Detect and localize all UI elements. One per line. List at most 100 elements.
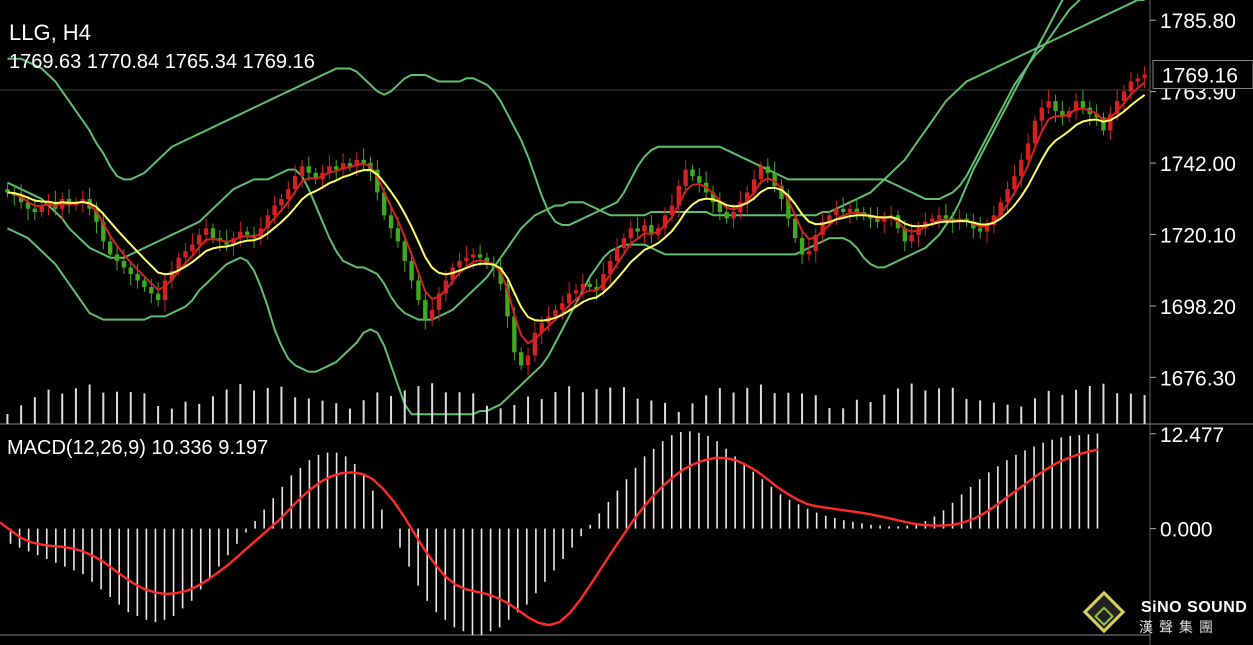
candle-body <box>1005 189 1010 203</box>
candle-body <box>457 260 462 268</box>
candle-body <box>710 192 716 203</box>
sino-sound-logo: SiNO SOUND 漢聲集團 <box>1082 590 1249 639</box>
candle-body <box>512 316 517 353</box>
candle-body <box>176 257 181 271</box>
candle-body <box>498 267 503 284</box>
candle-body <box>765 166 771 173</box>
candle-body <box>464 257 469 261</box>
candle-body <box>847 208 853 212</box>
candle-body <box>601 273 606 291</box>
y-tick-label: 1720.10 <box>1160 225 1236 248</box>
candle-body <box>587 283 592 288</box>
macd-y-tick-label: 12.477 <box>1160 424 1224 447</box>
candle-body <box>1046 101 1051 108</box>
candle-body <box>190 244 195 252</box>
candle-body <box>731 212 736 219</box>
candle-body <box>313 172 318 180</box>
candle-body <box>834 208 839 216</box>
candle-body <box>635 228 640 232</box>
candle-body <box>416 280 421 301</box>
macd-signal-line <box>0 448 1099 627</box>
candle-body <box>676 185 681 206</box>
candle-body <box>114 254 120 261</box>
candle-body <box>101 221 106 242</box>
candle-body <box>340 163 346 170</box>
candle-body <box>1142 74 1147 79</box>
candle-body <box>107 241 113 255</box>
candle-body <box>991 215 997 226</box>
candle-body <box>25 202 31 209</box>
candle-body <box>594 287 599 291</box>
candle-body <box>553 309 558 317</box>
candle-body <box>18 195 24 203</box>
candle-body <box>265 215 270 229</box>
ohlc-values: 1769.63 1770.84 1765.34 1769.16 <box>9 51 315 73</box>
candle-body <box>203 228 209 235</box>
candle-body <box>745 192 750 203</box>
candle-body <box>471 254 476 258</box>
candle-body <box>1101 117 1106 131</box>
candle-body <box>375 169 380 193</box>
candle-body <box>786 198 791 219</box>
candle-body <box>32 208 38 212</box>
candle-body <box>608 260 613 274</box>
candle-body <box>94 208 99 222</box>
candle-body <box>560 303 565 310</box>
candle-body <box>690 169 695 177</box>
candle-body <box>621 238 627 248</box>
candle-body <box>1012 176 1017 190</box>
candle-body <box>779 185 784 199</box>
candle-body <box>1032 120 1038 144</box>
candle-body <box>142 280 147 288</box>
bollinger-upper-line <box>7 0 1081 226</box>
candle-body <box>827 215 832 222</box>
candle-body <box>649 225 654 235</box>
candle-body <box>128 267 133 274</box>
last-price-box <box>1152 59 1253 89</box>
macd-y-tick-label: 0.000 <box>1160 519 1213 542</box>
candle-body <box>793 218 798 239</box>
candle-body <box>1114 101 1120 115</box>
candle-body <box>614 247 620 261</box>
candle-body <box>943 215 949 219</box>
logo-diamond-icon <box>1082 590 1126 634</box>
candle-body <box>395 228 401 242</box>
logo-subtitle: 漢聲集團 <box>1139 620 1219 636</box>
candle-body <box>539 322 544 333</box>
candle-body <box>1108 114 1113 131</box>
logo-name: SiNO SOUND <box>1141 599 1248 616</box>
candle-body <box>1094 114 1099 118</box>
candle-body <box>1025 143 1031 160</box>
candle-body <box>977 228 983 232</box>
candle-body <box>1135 78 1140 82</box>
candle-body <box>573 290 579 294</box>
candle-body <box>183 251 188 258</box>
candle-body <box>409 260 414 281</box>
candle-body <box>532 332 538 356</box>
y-tick-label: 1785.80 <box>1160 10 1236 33</box>
candle-body <box>971 221 976 229</box>
candle-body <box>916 228 921 235</box>
candle-body <box>306 166 312 173</box>
candle-body <box>436 293 442 310</box>
candle-body <box>443 280 449 294</box>
candle-body <box>683 169 688 186</box>
candle-body <box>279 198 284 206</box>
candle-body <box>361 159 366 164</box>
candle-body <box>149 287 154 294</box>
candle-body <box>717 202 723 212</box>
y-tick-label: 1676.30 <box>1160 367 1236 390</box>
candle-body <box>772 172 777 186</box>
moving-average-fast-line <box>7 81 1146 345</box>
candle-body <box>381 192 387 216</box>
candle-body <box>930 218 935 222</box>
candle-body <box>162 280 168 301</box>
bollinger-middle-line <box>6 0 1145 321</box>
candle-body <box>347 163 353 167</box>
candle-body <box>882 218 887 222</box>
candle-body <box>224 241 229 245</box>
candle-body <box>155 293 161 301</box>
macd-title: MACD(12,26,9) 10.336 9.197 <box>7 437 268 459</box>
